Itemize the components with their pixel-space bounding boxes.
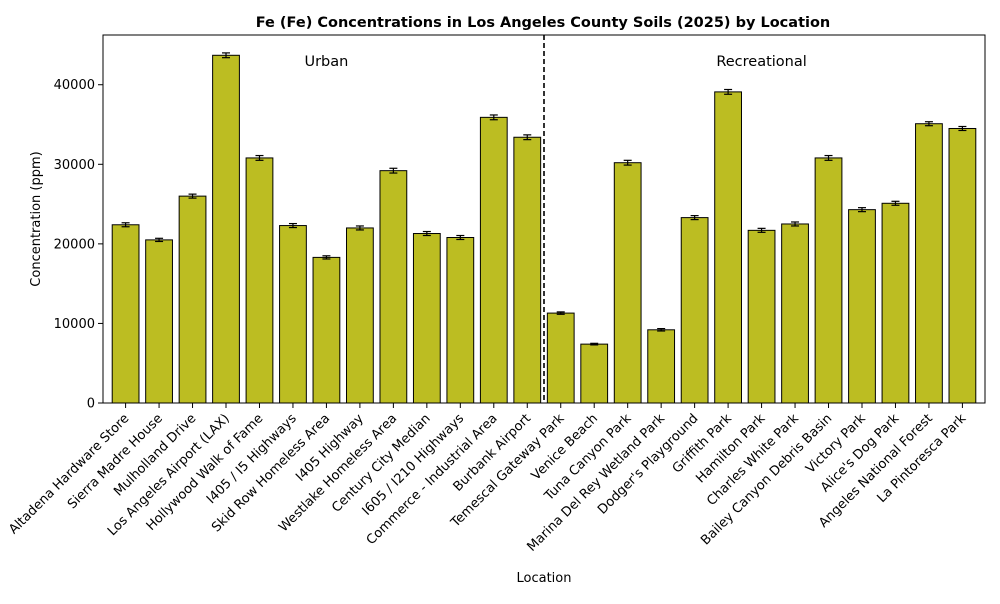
error-bar-17 [690, 215, 699, 221]
group-label-1: Recreational [716, 54, 806, 70]
bar-2 [178, 195, 207, 404]
bar-12 [513, 136, 542, 404]
bar-20 [781, 223, 809, 404]
error-bar-16 [657, 328, 666, 332]
error-bar-19 [757, 227, 766, 233]
bar-15 [613, 162, 642, 404]
bar-6 [312, 256, 341, 404]
error-bar-3 [222, 52, 231, 59]
bar-23 [881, 202, 910, 404]
error-bar-20 [791, 221, 800, 227]
plot-area-frame [102, 34, 986, 404]
chart-title: Fe (Fe) Concentrations in Los Angeles Co… [256, 15, 831, 31]
bar-4 [245, 157, 274, 404]
y-axis: 0 10000 20000 30000 40000 [54, 78, 103, 412]
bar-24 [915, 123, 943, 404]
error-bar-4 [255, 154, 264, 161]
error-bar-7 [355, 225, 364, 231]
error-bar-15 [623, 159, 632, 166]
bar-1 [145, 239, 173, 404]
group-label-0: Urban [304, 54, 348, 70]
bar-19 [747, 229, 776, 404]
bar-11 [479, 116, 508, 404]
error-bar-8 [389, 167, 398, 174]
error-bar-6 [322, 255, 331, 260]
error-bars-layer [121, 52, 967, 346]
error-bar-9 [422, 230, 431, 237]
error-bar-5 [288, 222, 297, 229]
error-bar-24 [924, 121, 933, 127]
bar-0 [111, 224, 140, 404]
bar-14 [580, 343, 609, 404]
bar-5 [279, 225, 307, 404]
bar-25 [948, 127, 977, 404]
group-labels-layer: Urban Recreational [304, 54, 806, 70]
error-bar-13 [556, 311, 565, 315]
bar-3 [212, 54, 240, 404]
y-tick-label-0: 0 [87, 397, 95, 412]
bar-13 [546, 312, 575, 404]
y-tick-label-1: 10000 [54, 317, 95, 332]
bar-22 [848, 209, 876, 404]
error-bar-11 [489, 114, 498, 121]
error-bar-10 [456, 234, 465, 241]
error-bar-14 [590, 342, 599, 346]
bar-17 [680, 217, 709, 404]
error-bar-25 [958, 125, 967, 132]
error-bar-21 [824, 154, 833, 161]
y-tick-label-3: 30000 [54, 158, 95, 173]
error-bar-23 [891, 200, 900, 206]
error-bar-12 [523, 134, 532, 141]
y-axis-label: Concentration (ppm) [29, 151, 44, 286]
x-tick-label-0: Altadena Hardware Store [6, 411, 132, 537]
bar-10 [446, 236, 475, 404]
bars-layer [111, 54, 977, 404]
error-bar-2 [188, 193, 197, 199]
bar-8 [379, 170, 408, 404]
bar-9 [412, 233, 441, 404]
x-axis-label: Location [517, 571, 572, 586]
error-bar-18 [724, 88, 733, 95]
y-tick-label-2: 20000 [54, 237, 95, 252]
bar-16 [647, 329, 676, 404]
y-tick-label-4: 40000 [54, 78, 95, 93]
bar-18 [714, 91, 742, 404]
error-bar-0 [121, 222, 130, 228]
bar-21 [814, 157, 843, 404]
error-bar-22 [857, 207, 866, 213]
bar-7 [346, 227, 374, 404]
error-bar-1 [155, 237, 164, 243]
